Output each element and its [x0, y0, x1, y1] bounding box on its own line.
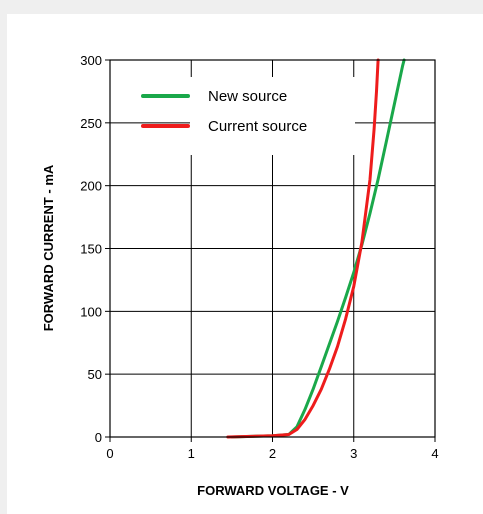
y-tick-label: 50: [88, 367, 102, 382]
left-border-band: [0, 0, 7, 514]
y-tick-label: 200: [80, 179, 102, 194]
x-tick-label: 1: [188, 446, 195, 461]
legend: New source Current source: [141, 77, 355, 155]
top-border-band: [0, 0, 483, 14]
y-tick-label: 250: [80, 116, 102, 131]
legend-box: [190, 77, 355, 155]
series-line-0: [230, 58, 406, 439]
series-line-1: [226, 58, 380, 439]
x-tick-label: 4: [431, 446, 438, 461]
y-axis-title: FORWARD CURRENT - mA: [41, 164, 56, 331]
legend-label-0: New source: [208, 88, 287, 105]
y-tick-label: 0: [95, 430, 102, 445]
legend-label-1: Current source: [208, 118, 307, 135]
y-tick-label: 150: [80, 242, 102, 257]
x-tick-label: 3: [350, 446, 357, 461]
y-tick-label: 300: [80, 53, 102, 68]
tick-labels: 0 1 2 3 4 0 50 100 150 200 250 300: [80, 53, 438, 461]
x-tick-label: 0: [106, 446, 113, 461]
x-tick-label: 2: [269, 446, 276, 461]
x-axis-title: FORWARD VOLTAGE - V: [197, 483, 349, 498]
y-tick-label: 100: [80, 304, 102, 319]
plot-frame: [105, 59, 436, 442]
series-lines: [226, 58, 406, 439]
